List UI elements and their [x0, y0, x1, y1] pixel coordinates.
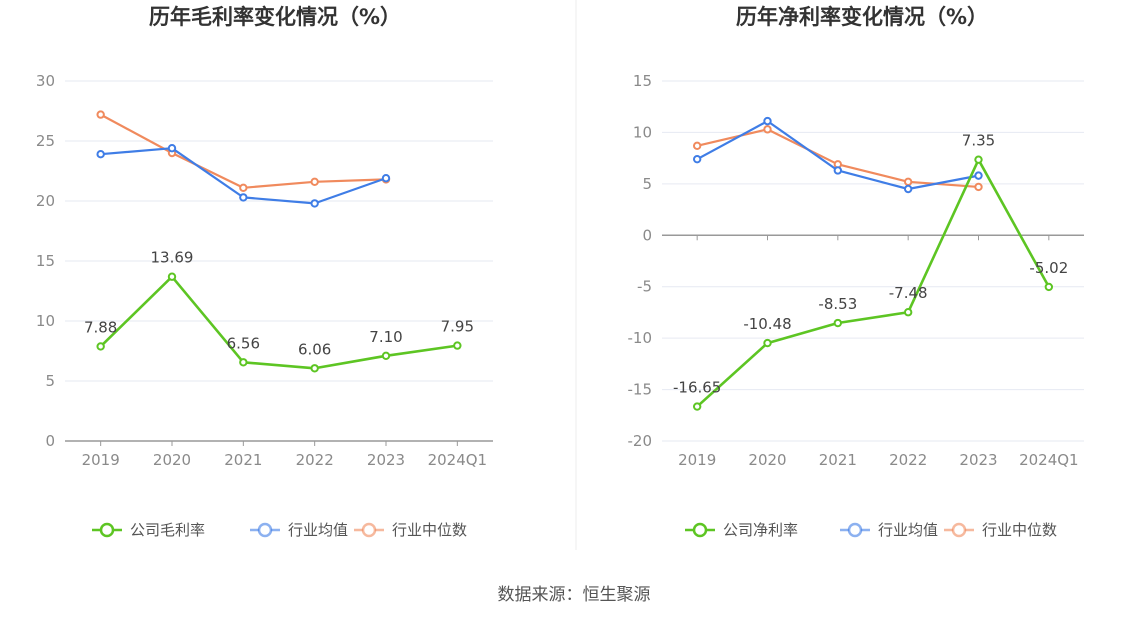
y-tick-label: -20	[628, 432, 653, 450]
data-label: -8.53	[818, 295, 857, 313]
y-tick-label: 25	[36, 132, 55, 150]
legend-swatch-marker-company	[692, 522, 708, 538]
x-tick-label: 2023	[367, 451, 405, 469]
legend-swatch-marker-avg	[847, 522, 863, 538]
series-line-avg	[696, 120, 979, 191]
x-tick-label: 2021	[819, 451, 857, 469]
x-tick-label: 2021	[224, 451, 262, 469]
data-point-avg	[310, 199, 319, 208]
series-line-company	[99, 275, 458, 370]
data-label: 13.69	[151, 249, 194, 267]
data-point-company	[1044, 282, 1054, 292]
x-tick-label: 2019	[678, 451, 716, 469]
data-point-median	[903, 177, 913, 187]
data-label: 7.95	[441, 318, 474, 336]
data-point-company	[167, 272, 177, 281]
gross-margin-chart: 历年毛利率变化情况（%） 0 5 10 15 20 25 30 2019 2020 2021 2022…	[36, 5, 493, 539]
y-tick-label: 15	[633, 72, 652, 90]
data-point-median	[239, 183, 248, 193]
y-tick-label: 5	[45, 372, 55, 390]
y-tick-label: 10	[633, 123, 652, 141]
data-label: 6.06	[298, 340, 331, 358]
data-point-median	[763, 125, 772, 134]
y-tick-label: 20	[36, 192, 55, 210]
data-point-avg	[692, 154, 702, 164]
data-label: -16.65	[673, 379, 721, 397]
data-label: 6.56	[227, 334, 260, 352]
x-tick-label: 2024Q1	[1019, 451, 1079, 469]
data-point-median	[974, 182, 983, 192]
data-point-company	[763, 338, 772, 348]
x-tick-label: 2020	[748, 451, 786, 469]
data-point-avg	[239, 193, 248, 202]
data-point-company	[453, 341, 462, 350]
legend-label-company: 公司净利率	[723, 521, 798, 539]
series-line-median	[696, 128, 979, 189]
data-source: 数据来源：恒生聚源	[497, 585, 651, 605]
legend-swatch-marker-company	[99, 522, 115, 538]
data-point-avg	[381, 174, 391, 183]
data-point-avg	[833, 166, 843, 175]
legend-swatch-marker-avg	[257, 522, 273, 538]
y-tick-label: 0	[642, 226, 652, 244]
y-tick-label: 0	[45, 432, 55, 450]
x-tick-label: 2022	[889, 451, 927, 469]
legend-label-median: 行业中位数	[982, 521, 1057, 539]
data-point-company	[96, 342, 105, 351]
x-tick-label: 2022	[296, 451, 334, 469]
legend-swatch-marker-median	[951, 522, 967, 538]
x-tick-label: 2024Q1	[428, 451, 488, 469]
legend-swatch-marker-median	[361, 522, 377, 538]
chart-title: 历年净利率变化情况（%）	[736, 5, 988, 29]
y-tick-label: 30	[36, 72, 55, 90]
y-tick-label: 5	[642, 175, 652, 193]
legend-label-median: 行业中位数	[392, 521, 467, 539]
legend-label-avg: 行业均值	[878, 521, 938, 539]
net-margin-chart: 历年净利率变化情况（%） -20 -15 -10 -5 0 5 10 15 2019 2020 202…	[628, 5, 1084, 539]
data-point-company	[381, 351, 391, 360]
data-label: -7.48	[889, 284, 928, 302]
y-tick-label: -15	[628, 381, 653, 399]
legend-label-company: 公司毛利率	[130, 521, 205, 539]
y-tick-label: -5	[637, 278, 652, 296]
data-point-company	[903, 308, 913, 317]
y-tick-label: 15	[36, 252, 55, 270]
x-tick-label: 2019	[82, 451, 120, 469]
series-line-company	[696, 158, 1050, 408]
data-point-company	[310, 364, 319, 373]
data-point-avg	[167, 144, 177, 153]
data-label: 7.35	[962, 132, 995, 150]
data-point-median	[692, 141, 702, 151]
data-point-company	[239, 358, 248, 367]
data-point-company	[833, 318, 843, 328]
data-point-company	[692, 402, 702, 411]
data-point-median	[96, 110, 105, 119]
data-point-avg	[96, 150, 105, 159]
data-point-avg	[974, 171, 983, 180]
data-label: -10.48	[743, 315, 791, 333]
data-point-company	[974, 155, 983, 164]
data-label: 7.10	[369, 328, 402, 346]
y-tick-label: -10	[628, 329, 653, 347]
data-point-median	[310, 177, 319, 187]
data-point-avg	[763, 116, 772, 126]
data-label: 7.88	[84, 318, 117, 336]
x-tick-label: 2023	[959, 451, 997, 469]
data-label: -5.02	[1029, 259, 1068, 277]
chart-title: 历年毛利率变化情况（%）	[149, 5, 401, 29]
data-point-avg	[903, 184, 913, 194]
y-tick-label: 10	[36, 312, 55, 330]
legend-label-avg: 行业均值	[288, 521, 348, 539]
x-tick-label: 2020	[153, 451, 191, 469]
